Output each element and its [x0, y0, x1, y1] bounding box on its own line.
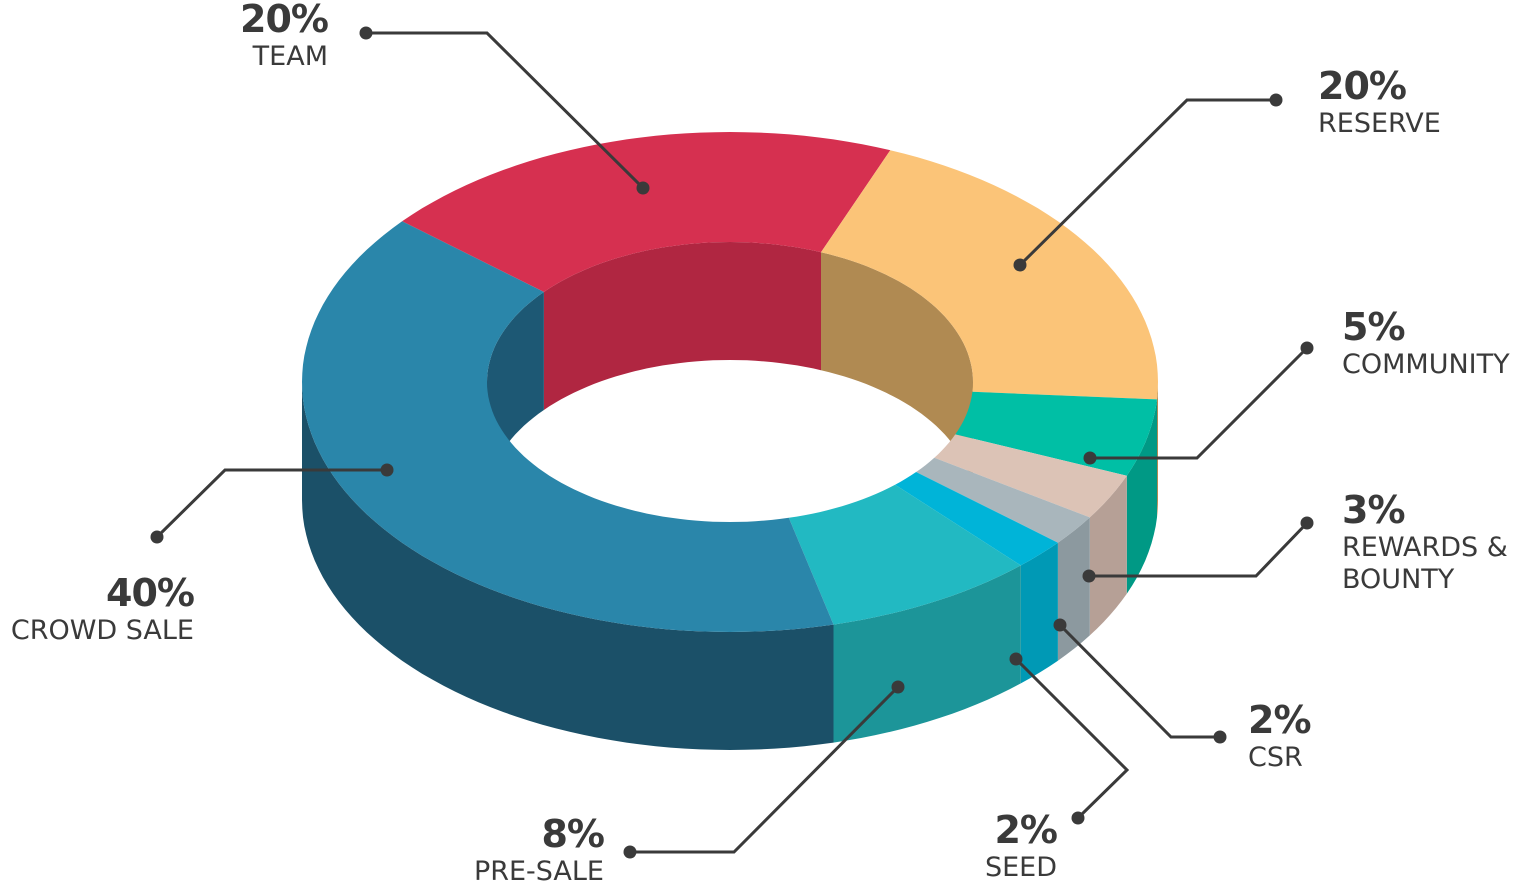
slice-csr: [916, 457, 1090, 543]
end-dot-pre-sale: [623, 845, 637, 859]
side-wall-rewards-bounty: [1089, 475, 1127, 636]
end-dot-community: [1300, 341, 1314, 355]
category-label-rewards-bounty-line-2: BOUNTY: [1342, 564, 1455, 595]
slice-crowd-sale: [302, 221, 834, 633]
slice-seed: [895, 472, 1058, 566]
category-label-rewards-bounty-line-1: REWARDS &: [1342, 532, 1508, 563]
slice-rewards-bounty: [934, 434, 1127, 518]
percent-label-seed: 2%: [994, 808, 1057, 852]
slice-community: [955, 391, 1157, 476]
side-wall-pre-sale: [833, 565, 1021, 743]
slice-team: [402, 132, 891, 292]
leader-line-team: [366, 31, 645, 190]
percent-label-community: 5%: [1342, 305, 1405, 349]
leader-line-community: [1090, 346, 1309, 460]
percent-label-team: 20%: [240, 0, 328, 41]
inner-wall-reserve: [821, 252, 973, 500]
end-dot-csr: [1213, 730, 1227, 744]
leader-line-crowd-sale: [155, 468, 387, 539]
category-label-pre-sale: PRE-SALE: [474, 856, 604, 887]
inner-wall-team: [543, 242, 821, 410]
leader-line-csr: [1058, 623, 1220, 739]
side-wall-seed: [1020, 542, 1058, 684]
side-wall-reserve: [1157, 382, 1158, 518]
category-label-seed: SEED: [985, 852, 1057, 883]
percent-label-reserve: 20%: [1318, 64, 1406, 108]
end-dot-seed: [1071, 811, 1085, 825]
leader-line-reserve: [1018, 98, 1276, 267]
category-label-csr: CSR: [1248, 742, 1303, 773]
anchor-dot-reserve: [1013, 258, 1027, 272]
anchor-dot-seed: [1009, 652, 1023, 666]
end-dot-crowd-sale: [150, 530, 164, 544]
slices-layer: [302, 132, 1158, 750]
side-wall-community: [1126, 399, 1157, 594]
slice-pre-sale: [788, 484, 1021, 625]
leader-line-seed: [1014, 657, 1130, 820]
percent-label-pre-sale: 8%: [541, 812, 604, 856]
percent-label-rewards-bounty: 3%: [1342, 488, 1405, 532]
anchor-dot-team: [636, 181, 650, 195]
percent-label-csr: 2%: [1248, 698, 1311, 742]
anchor-dot-rewards-bounty: [1082, 569, 1096, 583]
end-dot-reserve: [1269, 93, 1283, 107]
end-dot-rewards-bounty: [1300, 516, 1314, 530]
category-label-reserve: RESERVE: [1318, 108, 1441, 139]
leader-line-rewards-bounty: [1089, 521, 1309, 578]
category-label-community: COMMUNITY: [1342, 349, 1510, 380]
anchor-dot-community: [1083, 451, 1097, 465]
category-label-team: TEAM: [252, 41, 328, 72]
end-dot-team: [359, 26, 373, 40]
percent-label-crowd-sale: 40%: [106, 571, 194, 615]
leader-line-pre-sale: [630, 685, 900, 854]
category-label-crowd-sale: CROWD SALE: [11, 615, 194, 646]
anchor-dot-crowd-sale: [380, 463, 394, 477]
anchor-dot-pre-sale: [891, 680, 905, 694]
side-wall-crowd-sale: [302, 382, 834, 750]
anchor-dot-csr: [1053, 618, 1067, 632]
slice-reserve: [821, 150, 1158, 400]
